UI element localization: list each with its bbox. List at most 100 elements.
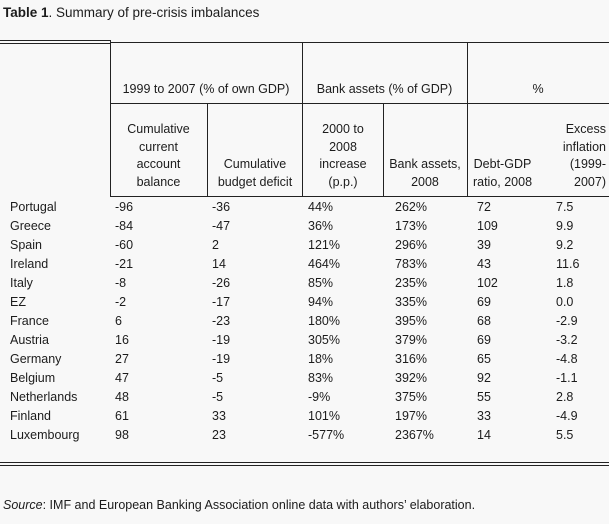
row-label: Finland bbox=[10, 408, 51, 423]
table-row: Austria 16 -19 305% 379% 69 -3.2 bbox=[0, 330, 609, 349]
table-cell: -2.9 bbox=[556, 313, 578, 328]
table-cell: -2 bbox=[115, 294, 127, 309]
table-cell: 395% bbox=[395, 313, 427, 328]
table-cell: -4.8 bbox=[556, 351, 578, 366]
table-row: Germany 27 -19 18% 316% 65 -4.8 bbox=[0, 349, 609, 368]
column-header-current-account: Cumulative current account balance bbox=[127, 122, 190, 189]
table-border bbox=[0, 465, 609, 466]
table-row: Luxembourg 98 23 -577% 2367% 14 5.5 bbox=[0, 425, 609, 444]
table-cell: -36 bbox=[212, 199, 231, 214]
table-cell: 2367% bbox=[395, 427, 434, 442]
table-cell: 23 bbox=[212, 427, 226, 442]
table-cell: -19 bbox=[212, 332, 231, 347]
row-label: Belgium bbox=[10, 370, 56, 385]
table-cell: 98 bbox=[115, 427, 129, 442]
table-row: Italy -8 -26 85% 235% 102 1.8 bbox=[0, 273, 609, 292]
row-label: Italy bbox=[10, 275, 33, 290]
table-border bbox=[383, 104, 384, 197]
table-border bbox=[302, 42, 303, 197]
group-header-own-gdp: 1999 to 2007 (% of own GDP) bbox=[122, 81, 290, 96]
column-header-increase: 2000 to 2008 increase (p.p.) bbox=[319, 122, 367, 189]
table-cell: 464% bbox=[308, 256, 340, 271]
group-header-percent: % bbox=[532, 81, 544, 96]
table-cell: 0.0 bbox=[556, 294, 574, 309]
table-cell: -5 bbox=[212, 389, 224, 404]
table-row: France 6 -23 180% 395% 68 -2.9 bbox=[0, 311, 609, 330]
table-cell: 6 bbox=[115, 313, 122, 328]
table-cell: 69 bbox=[477, 294, 491, 309]
row-label: Ireland bbox=[10, 256, 49, 271]
table-rows: Portugal -96 -36 44% 262% 72 7.5 Greece … bbox=[0, 197, 609, 444]
table-cell: -23 bbox=[212, 313, 231, 328]
table-row: EZ -2 -17 94% 335% 69 0.0 bbox=[0, 292, 609, 311]
column-header-bank-assets-2008: Bank assets, 2008 bbox=[389, 157, 461, 189]
table-cell: 69 bbox=[477, 332, 491, 347]
table-cell: 235% bbox=[395, 275, 427, 290]
table-cell: 27 bbox=[115, 351, 129, 366]
table-border bbox=[0, 43, 111, 44]
table-border bbox=[110, 40, 111, 197]
table-cell: -47 bbox=[212, 218, 231, 233]
table-cell: 180% bbox=[308, 313, 340, 328]
table-border bbox=[110, 196, 609, 197]
table-cell: 43 bbox=[477, 256, 491, 271]
table-cell: 47 bbox=[115, 370, 129, 385]
row-label: EZ bbox=[10, 294, 26, 309]
table-cell: 16 bbox=[115, 332, 129, 347]
table-cell: 197% bbox=[395, 408, 427, 423]
table-caption: . Summary of pre-crisis imbalances bbox=[48, 5, 260, 20]
table-cell: -21 bbox=[115, 256, 134, 271]
table-cell: 33 bbox=[477, 408, 491, 423]
table-cell: 11.6 bbox=[556, 256, 580, 271]
source-label: Source bbox=[3, 498, 43, 512]
table-border bbox=[0, 462, 609, 463]
table-cell: 121% bbox=[308, 237, 340, 252]
row-label: Luxembourg bbox=[10, 427, 80, 442]
column-header-excess-inflation: Excess inflation (1999- 2007) bbox=[562, 122, 606, 189]
table-cell: 262% bbox=[395, 199, 427, 214]
table-border bbox=[207, 104, 208, 197]
table-cell: -577% bbox=[308, 427, 345, 442]
table-cell: 783% bbox=[395, 256, 427, 271]
table-row: Finland 61 33 101% 197% 33 -4.9 bbox=[0, 406, 609, 425]
table-cell: 33 bbox=[212, 408, 226, 423]
table-cell: 305% bbox=[308, 332, 340, 347]
table-cell: 296% bbox=[395, 237, 427, 252]
table-cell: -84 bbox=[115, 218, 134, 233]
table-cell: -8 bbox=[115, 275, 127, 290]
table-cell: 48 bbox=[115, 389, 129, 404]
table-cell: 2.8 bbox=[556, 389, 574, 404]
table-cell: 68 bbox=[477, 313, 491, 328]
table-cell: 5.5 bbox=[556, 427, 574, 442]
table-cell: 39 bbox=[477, 237, 491, 252]
row-label: Greece bbox=[10, 218, 51, 233]
table-cell: 55 bbox=[477, 389, 491, 404]
row-label: Portugal bbox=[10, 199, 57, 214]
table-cell: 44% bbox=[308, 199, 334, 214]
table-cell: 7.5 bbox=[556, 199, 574, 214]
table-cell: 102 bbox=[477, 275, 498, 290]
table-cell: -96 bbox=[115, 199, 134, 214]
table-cell: -3.2 bbox=[556, 332, 578, 347]
table-cell: -9% bbox=[308, 389, 331, 404]
table-cell: 14 bbox=[212, 256, 226, 271]
table-row: Greece -84 -47 36% 173% 109 9.9 bbox=[0, 216, 609, 235]
table-cell: 83% bbox=[308, 370, 334, 385]
table-cell: 14 bbox=[477, 427, 491, 442]
table-cell: -60 bbox=[115, 237, 134, 252]
table-row: Ireland -21 14 464% 783% 43 11.6 bbox=[0, 254, 609, 273]
row-label: Austria bbox=[10, 332, 49, 347]
group-header-bank-assets: Bank assets (% of GDP) bbox=[316, 81, 453, 96]
column-header-debt-gdp: Debt-GDP ratio, 2008 bbox=[472, 157, 533, 189]
table-border bbox=[467, 42, 468, 197]
table-cell: 94% bbox=[308, 294, 334, 309]
table-row: Portugal -96 -36 44% 262% 72 7.5 bbox=[0, 197, 609, 216]
table-cell: 72 bbox=[477, 199, 491, 214]
table-cell: 109 bbox=[477, 218, 498, 233]
row-label: Germany bbox=[10, 351, 62, 366]
table-cell: 101% bbox=[308, 408, 340, 423]
source-text: : IMF and European Banking Association o… bbox=[42, 498, 476, 512]
table-cell: 392% bbox=[395, 370, 427, 385]
table-cell: -26 bbox=[212, 275, 231, 290]
